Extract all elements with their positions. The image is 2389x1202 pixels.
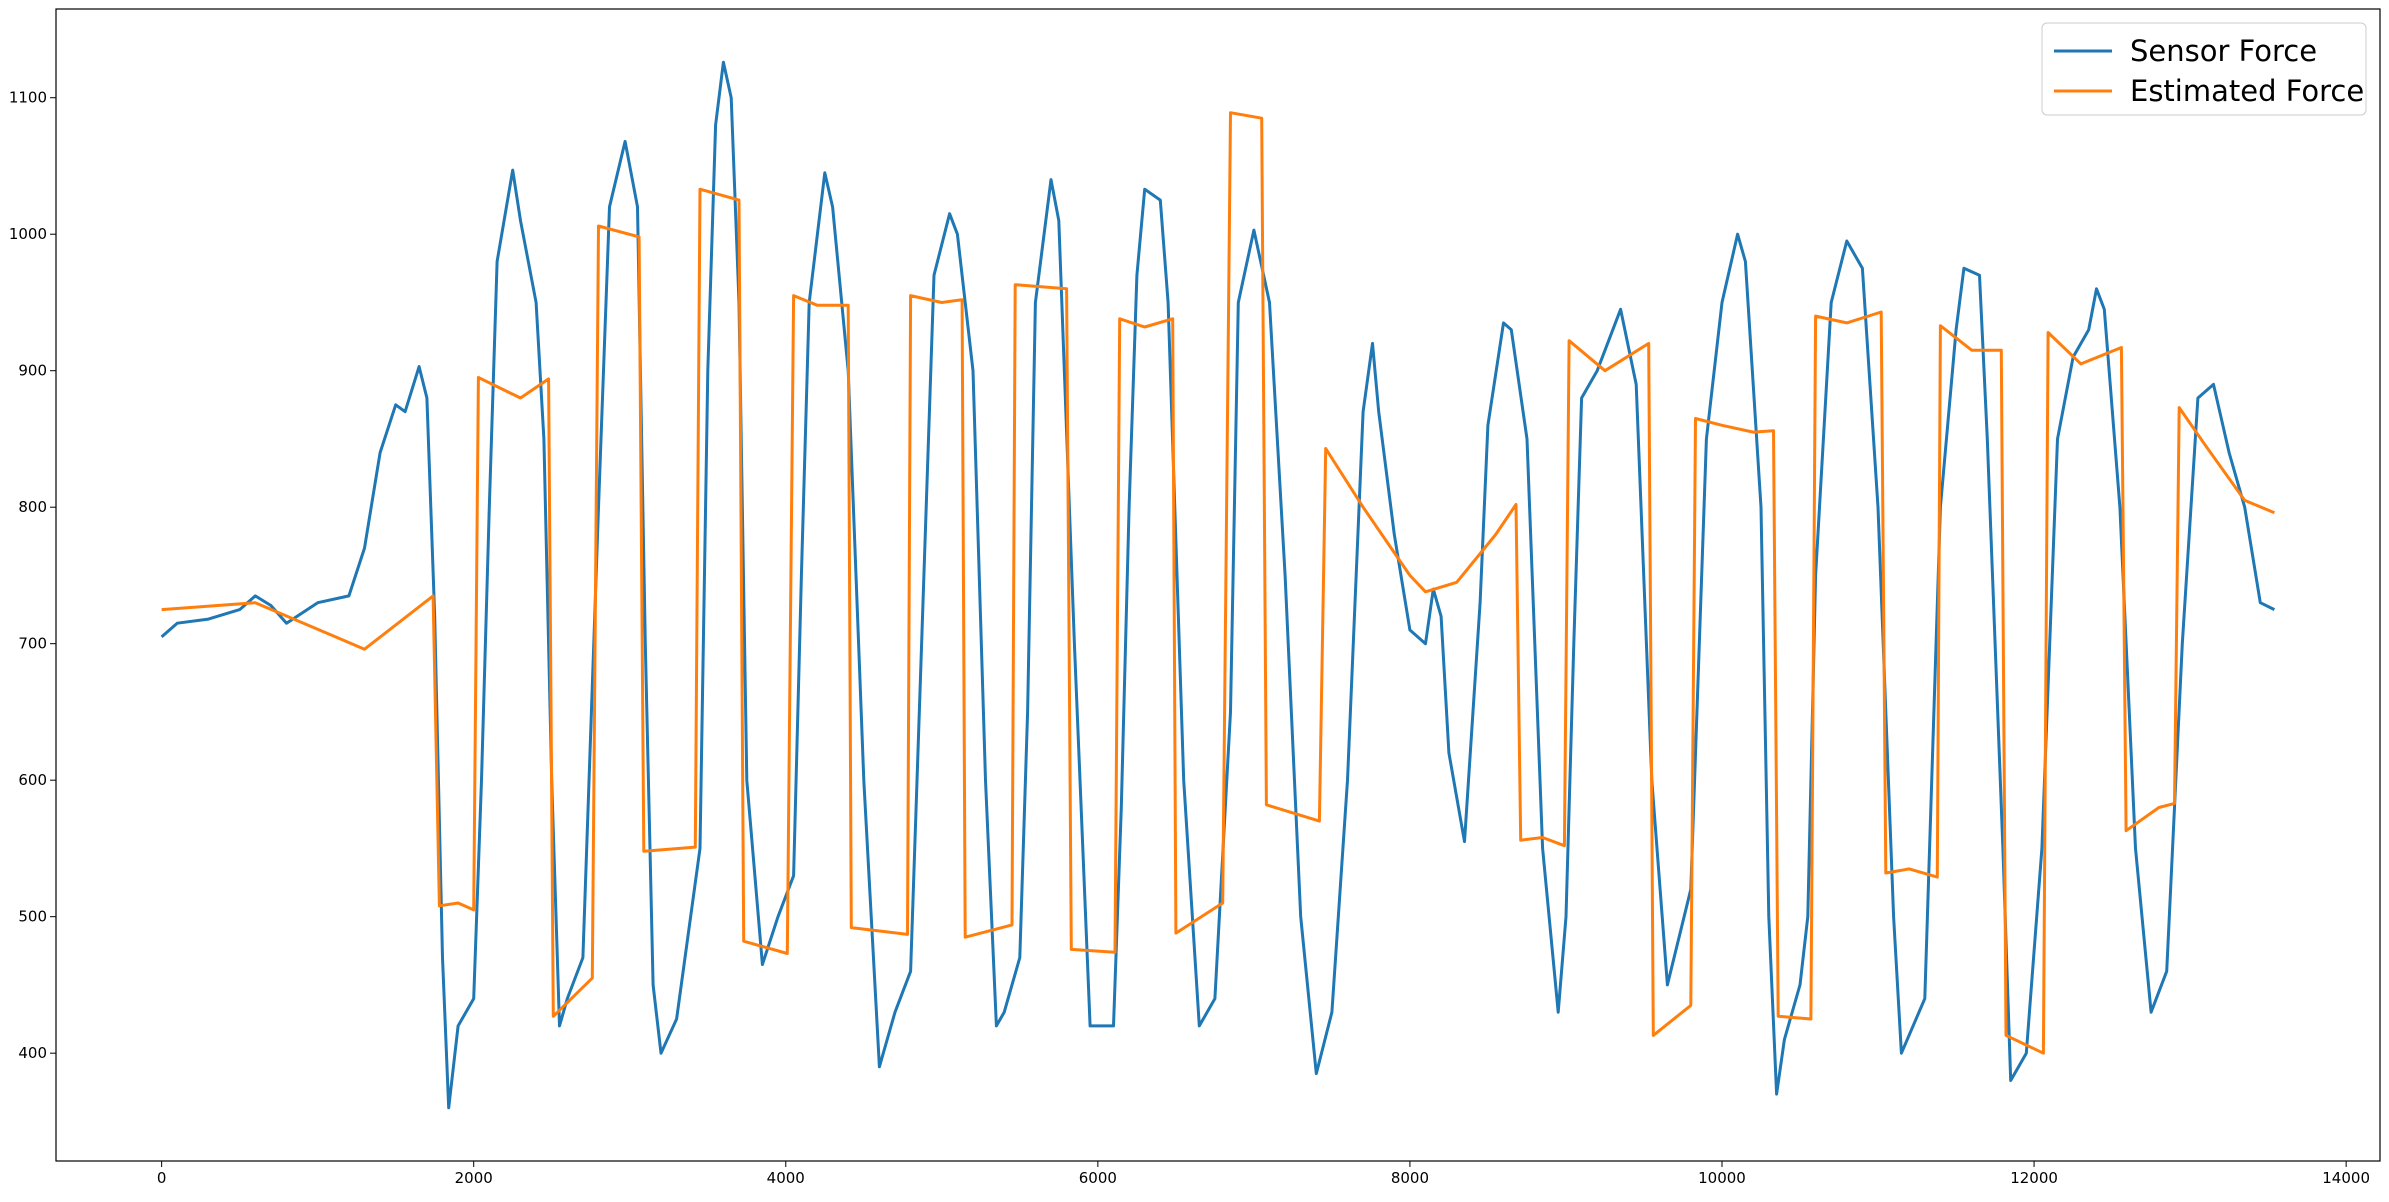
y-tick-label: 400 (18, 1044, 47, 1062)
y-tick-label: 1000 (9, 225, 47, 243)
legend-label: Estimated Force (2130, 74, 2364, 108)
x-tick-label: 6000 (1079, 1169, 1117, 1187)
series-line (161, 111, 2275, 1055)
x-tick-label: 12000 (2010, 1169, 2058, 1187)
x-tick-label: 14000 (2322, 1169, 2370, 1187)
y-tick-label: 1100 (9, 89, 47, 107)
y-tick-label: 700 (18, 635, 47, 653)
y-tick-label: 800 (18, 498, 47, 516)
legend-box (2041, 22, 2367, 116)
legend-label: Sensor Force (2130, 34, 2317, 68)
series-line (160, 60, 2276, 1110)
x-tick-label: 2000 (455, 1169, 493, 1187)
x-tick-label: 4000 (767, 1169, 805, 1187)
x-tick-label: 10000 (1698, 1169, 1746, 1187)
y-tick-label: 500 (18, 908, 47, 926)
x-tick-label: 0 (157, 1169, 167, 1187)
y-tick-label: 900 (18, 362, 47, 380)
x-tick-label: 8000 (1391, 1169, 1429, 1187)
y-tick-label: 600 (18, 771, 47, 789)
plot-frame (55, 8, 2381, 1162)
